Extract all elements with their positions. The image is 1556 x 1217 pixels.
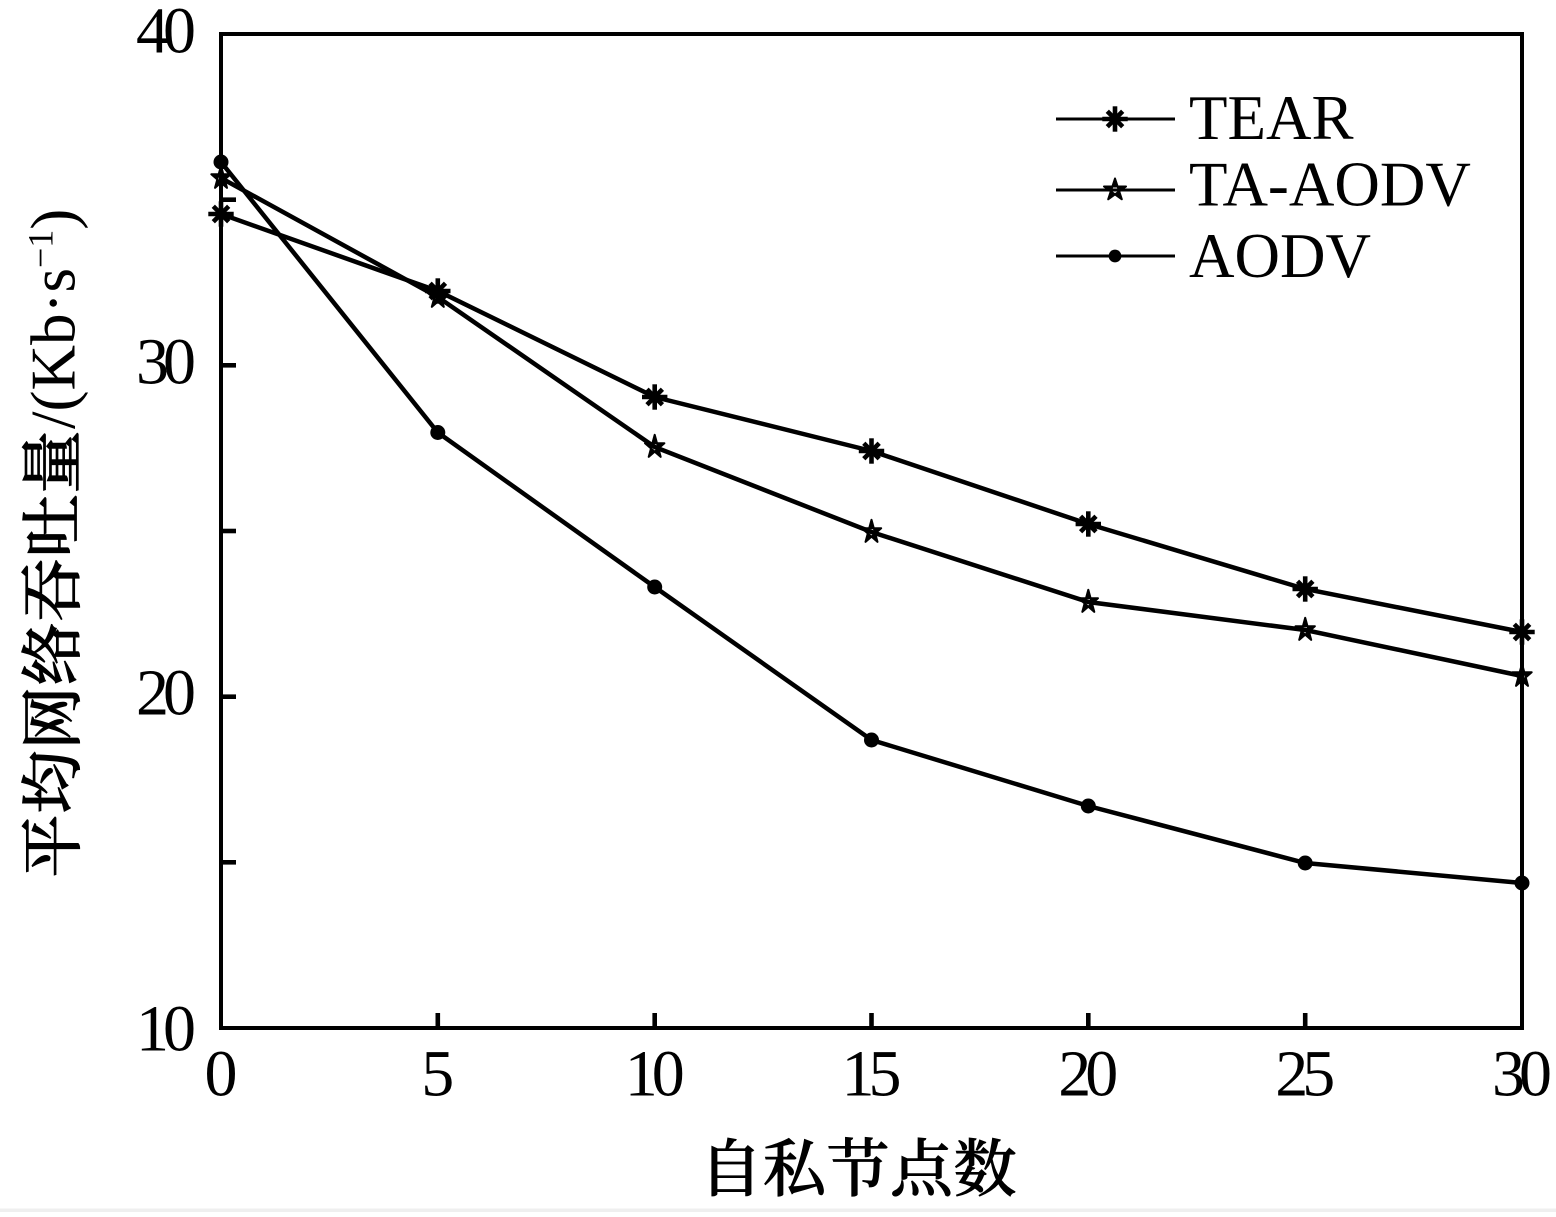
svg-text:15: 15 (842, 1038, 902, 1111)
svg-text:30: 30 (1492, 1038, 1552, 1111)
svg-text:40: 40 (136, 0, 196, 68)
svg-text:AODV: AODV (1189, 221, 1371, 291)
svg-text:0: 0 (205, 1038, 238, 1111)
svg-text:TEAR: TEAR (1189, 83, 1353, 153)
svg-text:30: 30 (136, 326, 196, 399)
svg-text:10: 10 (625, 1038, 685, 1111)
svg-text:20: 20 (1058, 1038, 1118, 1111)
svg-text:5: 5 (421, 1038, 454, 1111)
svg-text:10: 10 (136, 993, 196, 1066)
svg-text:20: 20 (136, 657, 196, 730)
svg-text:25: 25 (1275, 1038, 1335, 1111)
svg-text:TA-AODV: TA-AODV (1189, 150, 1471, 220)
